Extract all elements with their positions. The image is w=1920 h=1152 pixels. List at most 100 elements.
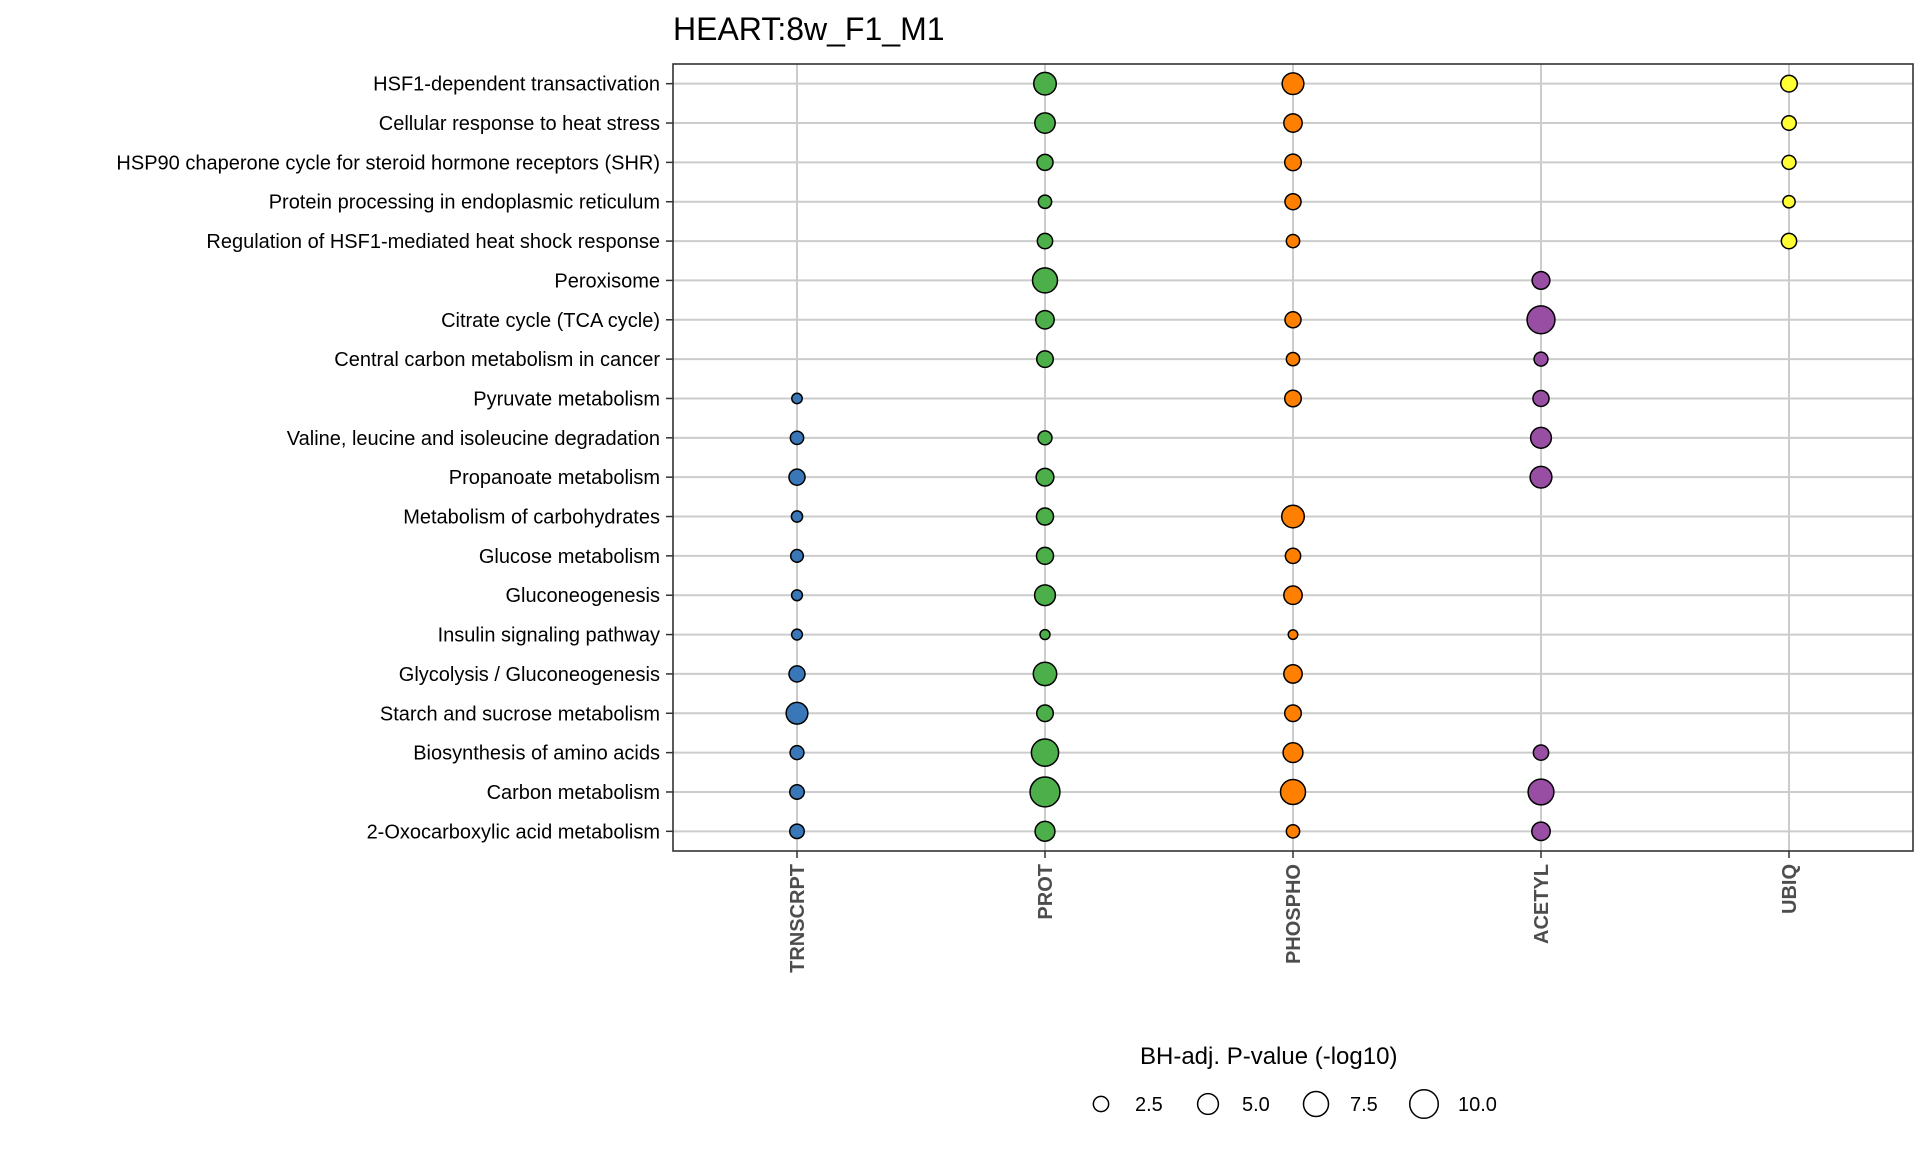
data-point <box>790 510 804 523</box>
data-point <box>788 665 806 683</box>
data-point <box>1529 465 1553 489</box>
data-point <box>1032 661 1058 687</box>
data-point <box>790 589 804 602</box>
y-tick-label: Glycolysis / Gluconeogenesis <box>399 664 660 686</box>
y-tick-label: Central carbon metabolism in cancer <box>334 349 660 371</box>
legend-label: 2.5 <box>1135 1094 1163 1116</box>
data-point <box>785 701 809 725</box>
y-tick-label: 2-Oxocarboxylic acid metabolism <box>367 821 660 843</box>
y-tick-label: Gluconeogenesis <box>505 585 660 607</box>
data-point <box>1781 115 1797 132</box>
data-point <box>1035 704 1055 723</box>
y-tick-label: Glucose metabolism <box>479 546 660 568</box>
data-point <box>1033 584 1057 607</box>
x-tick-label: PROT <box>1035 864 1057 920</box>
data-point <box>1781 154 1797 171</box>
x-tick-label: ACETYL <box>1531 864 1553 944</box>
data-point <box>1284 192 1302 211</box>
data-point <box>1780 232 1798 250</box>
data-point <box>1037 194 1053 210</box>
data-point <box>1035 467 1055 487</box>
data-point <box>1283 113 1303 133</box>
data-point <box>1032 71 1058 96</box>
data-point <box>1283 585 1303 606</box>
data-point <box>1031 267 1059 294</box>
y-tick-label: Valine, leucine and isoleucine degradati… <box>287 428 660 450</box>
data-point <box>1285 823 1301 839</box>
data-point <box>1527 778 1555 806</box>
legend-label: 10.0 <box>1458 1094 1497 1116</box>
y-axis-labels: HSF1-dependent transactivation Cellular r… <box>116 74 673 843</box>
data-point <box>788 468 806 486</box>
data-point <box>1283 704 1303 723</box>
legend-label: 5.0 <box>1242 1094 1270 1116</box>
data-point <box>1285 351 1301 367</box>
data-point <box>1037 430 1053 446</box>
data-point <box>1283 663 1303 684</box>
data-point <box>1280 504 1306 529</box>
x-tick-label: PHOSPHO <box>1283 864 1305 964</box>
data-point <box>1035 507 1055 526</box>
x-tick-label: UBIQ <box>1779 864 1801 914</box>
legend-title: BH-adj. P-value (-log10) <box>1140 1043 1397 1070</box>
data-point <box>1036 153 1054 172</box>
data-point <box>1287 629 1299 641</box>
panel-grid <box>673 64 1913 851</box>
y-tick-label: Citrate cycle (TCA cycle) <box>441 310 660 332</box>
legend-key <box>1408 1088 1440 1120</box>
data-point <box>1529 426 1553 449</box>
data-point <box>1284 310 1302 329</box>
y-tick-label: Carbon metabolism <box>487 782 660 804</box>
y-tick-label: Starch and sucrose metabolism <box>380 703 660 725</box>
legend-key <box>1092 1095 1110 1113</box>
legend-key <box>1196 1092 1220 1116</box>
y-tick-label: Peroxisome <box>554 270 660 292</box>
y-tick-label: HSP90 chaperone cycle for steroid hormon… <box>116 152 660 174</box>
data-point <box>1035 309 1055 330</box>
data-point <box>1283 389 1303 408</box>
y-tick-label: Regulation of HSF1-mediated heat shock r… <box>206 231 660 253</box>
data-point <box>1283 153 1303 172</box>
data-point <box>1282 741 1304 764</box>
legend-key <box>1302 1090 1330 1118</box>
data-point <box>1035 350 1055 369</box>
data-point <box>1531 270 1551 291</box>
y-tick-label: Propanoate metabolism <box>449 467 660 489</box>
x-axis-labels: TRNSCRPT PROT PHOSPHO ACETYL UBIQ <box>787 851 1801 973</box>
data-point <box>1029 776 1061 808</box>
data-point <box>1034 820 1056 842</box>
data-point <box>790 628 804 641</box>
data-point <box>1039 628 1051 641</box>
data-point <box>1036 232 1054 250</box>
data-point <box>1526 305 1556 335</box>
legend-label: 7.5 <box>1350 1094 1378 1116</box>
data-point <box>1281 72 1305 96</box>
y-tick-label: Biosynthesis of amino acids <box>413 743 660 765</box>
data-point <box>1533 351 1549 367</box>
data-point <box>1035 546 1055 566</box>
y-tick-label: Protein processing in endoplasmic reticu… <box>269 192 660 214</box>
data-point <box>1532 744 1550 762</box>
data-point <box>789 430 805 446</box>
data-point <box>789 823 805 840</box>
data-point <box>1285 233 1301 249</box>
data-point <box>1030 738 1060 767</box>
y-tick-label: Cellular response to heat stress <box>379 113 660 135</box>
data-point <box>1034 112 1056 134</box>
data-point <box>1532 389 1550 408</box>
x-tick-label: TRNSCRPT <box>787 864 809 973</box>
data-point <box>1531 821 1551 842</box>
y-tick-label: Pyruvate metabolism <box>473 388 660 410</box>
data-point <box>789 783 805 800</box>
data-point <box>1779 74 1799 93</box>
data-point <box>789 548 805 563</box>
y-tick-label: Metabolism of carbohydrates <box>403 507 660 529</box>
y-tick-label: HSF1-dependent transactivation <box>373 74 660 96</box>
panel-border <box>672 63 1914 852</box>
data-points <box>785 71 1799 842</box>
chart-title: HEART:8w_F1_M1 <box>673 11 945 47</box>
data-point <box>789 744 805 761</box>
size-legend: BH-adj. P-value (-log10) 2.5 5.0 7.5 10.0 <box>1092 1043 1497 1120</box>
data-point <box>1279 778 1307 806</box>
